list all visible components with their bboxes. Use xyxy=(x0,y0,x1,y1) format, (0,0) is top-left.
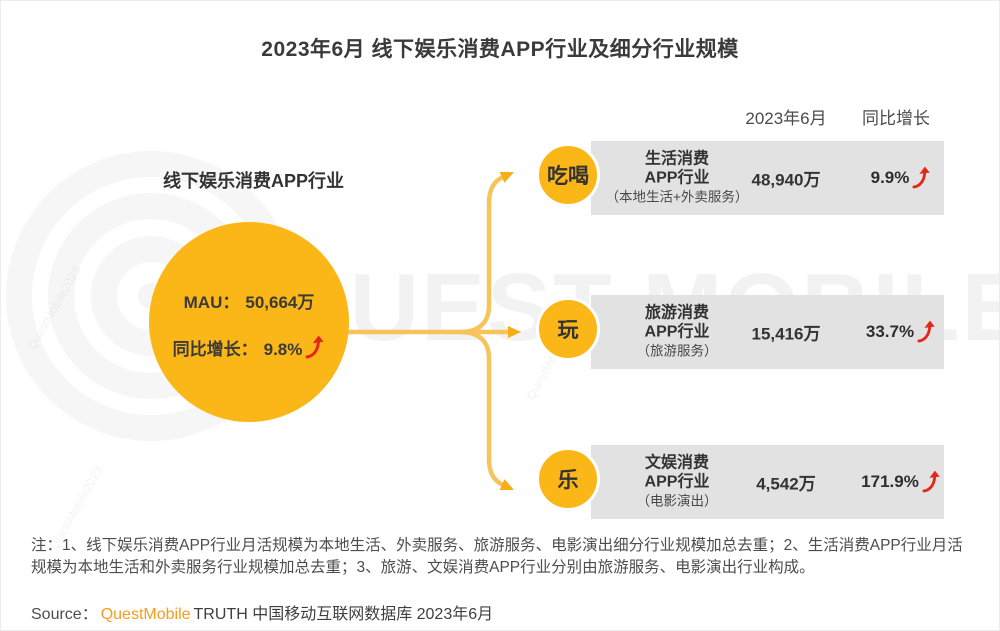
mau-value: 4,542万 xyxy=(756,474,816,494)
footnotes: 注：1、线下娱乐消费APP行业月活规模为本地生活、外卖服务、旅游服务、电影演出细… xyxy=(31,537,963,576)
growth-arrow-icon xyxy=(912,166,932,189)
category-label: 乐 xyxy=(557,469,579,492)
overall-yoy-label: 同比增长： xyxy=(172,340,258,359)
industry-scope: （电影演出） xyxy=(636,493,718,509)
yoy-cell: 33.7% xyxy=(846,295,956,369)
source-brand: QuestMobile xyxy=(100,606,191,623)
source-line: Source： QuestMobile TRUTH 中国移动互联网数据库 2023年… xyxy=(31,600,493,624)
yoy-cell: 171.9% xyxy=(846,445,956,519)
category-circle: 吃喝 xyxy=(536,143,600,207)
industry-name: APP行业 xyxy=(644,323,710,341)
mau-value: 48,940万 xyxy=(751,170,821,190)
growth-arrow-icon xyxy=(305,335,326,359)
source-suffix: TRUTH 中国移动互联网数据库 2023年6月 xyxy=(193,606,494,623)
overall-yoy: 同比增长： 9.8% xyxy=(173,335,326,360)
industry-name: 旅游消费 xyxy=(644,304,709,322)
category-circle: 乐 xyxy=(536,447,600,511)
industry-name: 文娱消费 xyxy=(644,454,709,472)
industry-scope: （本地生活+外卖服务） xyxy=(605,189,749,205)
industry-name: APP行业 xyxy=(644,169,710,187)
industry-name-block: 文娱消费 APP行业 （电影演出） xyxy=(596,454,758,511)
growth-arrow-icon xyxy=(917,320,937,343)
segment-bar xyxy=(591,295,944,369)
category-label: 吃喝 xyxy=(547,165,589,188)
segment-row-entertainment: 乐 文娱消费 APP行业 （电影演出） 4,542万 171.9% xyxy=(536,445,956,519)
page-title: 2023年6月 线下娱乐消费APP行业及细分行业规模 xyxy=(261,38,739,61)
connector-fork-arrows xyxy=(346,171,521,491)
growth-arrow-icon xyxy=(922,470,941,493)
category-label: 玩 xyxy=(557,319,579,342)
overall-industry-label: 线下娱乐消费APP行业 xyxy=(163,171,345,191)
segment-bar xyxy=(591,445,944,519)
industry-scope: （旅游服务） xyxy=(636,343,718,359)
segment-row-life: 吃喝 生活消费 APP行业 （本地生活+外卖服务） 48,940万 9.9% xyxy=(536,141,956,215)
mau-value: 15,416万 xyxy=(751,324,821,344)
segment-bar xyxy=(591,141,944,215)
industry-name-block: 旅游消费 APP行业 （旅游服务） xyxy=(596,304,758,361)
column-header-yoy: 同比增长 xyxy=(862,109,930,128)
source-prefix: Source： xyxy=(31,606,98,623)
yoy-cell: 9.9% xyxy=(846,141,956,215)
category-circle: 玩 xyxy=(536,297,600,361)
overall-industry-circle: MAU： 50,664万 同比增长： 9.8% xyxy=(149,222,349,422)
yoy-value: 9.9% xyxy=(870,168,910,187)
overall-mau-label: MAU： xyxy=(183,293,240,312)
column-header-period: 2023年6月 xyxy=(745,109,827,128)
industry-name: APP行业 xyxy=(644,473,710,491)
yoy-value: 171.9% xyxy=(861,472,919,491)
overall-yoy-value: 9.8% xyxy=(263,340,303,359)
industry-name: 生活消费 xyxy=(644,150,709,168)
overall-mau: MAU： 50,664万 xyxy=(184,288,315,313)
segment-row-travel: 玩 旅游消费 APP行业 （旅游服务） 15,416万 33.7% xyxy=(536,295,956,369)
overall-mau-value: 50,664万 xyxy=(245,293,315,312)
yoy-value: 33.7% xyxy=(865,322,915,341)
industry-name-block: 生活消费 APP行业 （本地生活+外卖服务） xyxy=(596,150,758,207)
